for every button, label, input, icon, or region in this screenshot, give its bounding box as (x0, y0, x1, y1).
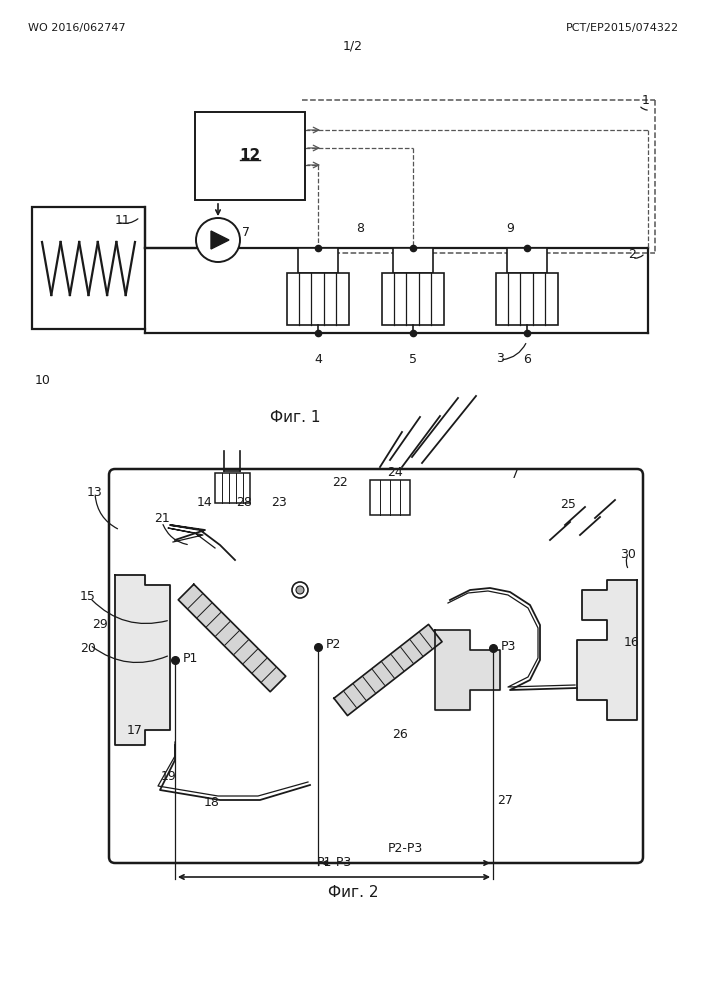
Bar (215, 473, 250, 503)
Text: 1: 1 (642, 94, 650, 106)
Text: Фиг. 1: Фиг. 1 (270, 410, 320, 425)
Text: 23: 23 (271, 495, 287, 508)
Text: 18: 18 (204, 796, 220, 808)
Text: 8: 8 (356, 222, 364, 234)
Text: Фиг. 2: Фиг. 2 (328, 885, 378, 900)
Text: 7: 7 (511, 468, 519, 482)
Text: 21: 21 (154, 512, 170, 526)
Text: 20: 20 (80, 642, 96, 654)
Text: 1/2: 1/2 (343, 39, 363, 52)
Polygon shape (178, 584, 286, 692)
Polygon shape (211, 231, 229, 249)
Text: 17: 17 (127, 724, 143, 736)
Polygon shape (115, 575, 170, 745)
Polygon shape (577, 580, 637, 720)
Text: WO 2016/062747: WO 2016/062747 (28, 23, 126, 33)
Text: 29: 29 (92, 618, 108, 632)
Bar (32, 207, 145, 329)
Text: 6: 6 (523, 353, 531, 366)
Text: 12: 12 (240, 148, 261, 163)
Text: P1-P3: P1-P3 (316, 856, 351, 869)
Text: 26: 26 (392, 728, 408, 742)
Text: 25: 25 (560, 498, 576, 512)
Text: PCT/EP2015/074322: PCT/EP2015/074322 (566, 23, 679, 33)
Bar (287, 273, 349, 325)
FancyBboxPatch shape (109, 469, 643, 863)
Text: P1: P1 (183, 652, 199, 664)
Text: 4: 4 (314, 353, 322, 366)
Text: 13: 13 (87, 487, 103, 499)
Polygon shape (334, 624, 442, 716)
Text: 22: 22 (332, 477, 348, 489)
Text: 16: 16 (624, 637, 640, 650)
Bar (298, 248, 338, 273)
Text: P2-P3: P2-P3 (388, 842, 423, 855)
Text: 24: 24 (387, 466, 403, 480)
Bar (382, 273, 444, 325)
Text: 3: 3 (496, 352, 504, 364)
Text: 28: 28 (236, 495, 252, 508)
Text: 11: 11 (115, 214, 131, 227)
Text: P3: P3 (501, 640, 516, 652)
Text: 14: 14 (197, 495, 213, 508)
Polygon shape (435, 630, 500, 710)
Text: 10: 10 (35, 373, 51, 386)
Text: 30: 30 (620, 548, 636, 562)
Bar (195, 112, 305, 200)
Bar (393, 248, 433, 273)
Circle shape (292, 582, 308, 598)
Bar (496, 273, 558, 325)
Text: 15: 15 (80, 589, 96, 602)
Text: 2: 2 (628, 248, 636, 261)
Text: 7: 7 (242, 226, 250, 238)
Text: 27: 27 (497, 794, 513, 806)
Circle shape (196, 218, 240, 262)
Text: 19: 19 (161, 770, 177, 782)
Text: P2: P2 (326, 639, 341, 652)
Circle shape (296, 586, 304, 594)
Bar (370, 480, 410, 515)
Text: 9: 9 (506, 222, 514, 234)
Text: 5: 5 (409, 353, 417, 366)
Bar (507, 248, 547, 273)
